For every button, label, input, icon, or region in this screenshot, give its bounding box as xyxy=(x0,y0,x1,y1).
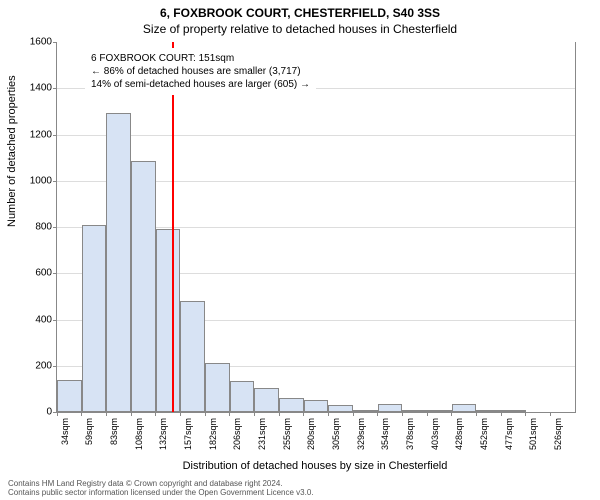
histogram-bar xyxy=(131,161,156,412)
xtick-mark xyxy=(279,412,280,416)
xtick-mark xyxy=(525,412,526,416)
histogram-bar xyxy=(353,410,378,412)
xtick-label: 157sqm xyxy=(183,418,193,450)
annotation-box: 6 FOXBROOK COURT: 151sqm ← 86% of detach… xyxy=(85,48,316,95)
plot-area: 6 FOXBROOK COURT: 151sqm ← 86% of detach… xyxy=(56,42,576,413)
xtick-label: 206sqm xyxy=(232,418,242,450)
histogram-bar xyxy=(82,225,107,412)
property-marker-line xyxy=(172,42,174,412)
xtick-label: 255sqm xyxy=(282,418,292,450)
annotation-line3: 14% of semi-detached houses are larger (… xyxy=(91,78,310,91)
xtick-label: 59sqm xyxy=(84,418,94,445)
xtick-mark xyxy=(131,412,132,416)
ytick-mark xyxy=(53,273,57,274)
xtick-mark xyxy=(180,412,181,416)
xtick-mark xyxy=(81,412,82,416)
annotation-line1: 6 FOXBROOK COURT: 151sqm xyxy=(91,52,310,65)
xtick-mark xyxy=(328,412,329,416)
histogram-bar xyxy=(106,113,131,412)
ytick-label: 1200 xyxy=(12,129,52,140)
histogram-bar xyxy=(304,400,329,412)
ytick-label: 400 xyxy=(12,314,52,325)
xtick-mark xyxy=(205,412,206,416)
ytick-label: 600 xyxy=(12,268,52,279)
xtick-label: 378sqm xyxy=(405,418,415,450)
ytick-mark xyxy=(53,42,57,43)
xtick-mark xyxy=(427,412,428,416)
x-axis-label: Distribution of detached houses by size … xyxy=(56,460,574,472)
xtick-label: 428sqm xyxy=(454,418,464,450)
xtick-label: 526sqm xyxy=(553,418,563,450)
annotation-line2: ← 86% of detached houses are smaller (3,… xyxy=(91,65,310,78)
chart-title-address: 6, FOXBROOK COURT, CHESTERFIELD, S40 3SS xyxy=(0,0,600,20)
xtick-mark xyxy=(155,412,156,416)
histogram-bar xyxy=(205,363,230,412)
ytick-label: 1000 xyxy=(12,175,52,186)
histogram-bar xyxy=(378,404,403,412)
histogram-bar xyxy=(254,388,279,412)
ytick-mark xyxy=(53,227,57,228)
histogram-bar xyxy=(156,229,181,412)
ytick-mark xyxy=(53,320,57,321)
xtick-mark xyxy=(476,412,477,416)
histogram-bar xyxy=(402,410,427,412)
xtick-label: 452sqm xyxy=(479,418,489,450)
histogram-bar xyxy=(427,410,452,412)
histogram-bar xyxy=(57,380,82,412)
xtick-label: 182sqm xyxy=(208,418,218,450)
xtick-label: 305sqm xyxy=(331,418,341,450)
ytick-mark xyxy=(53,181,57,182)
xtick-label: 477sqm xyxy=(504,418,514,450)
ytick-label: 1400 xyxy=(12,83,52,94)
ytick-label: 1600 xyxy=(12,37,52,48)
xtick-label: 108sqm xyxy=(134,418,144,450)
xtick-mark xyxy=(501,412,502,416)
histogram-bar xyxy=(501,410,526,412)
xtick-mark xyxy=(451,412,452,416)
xtick-mark xyxy=(106,412,107,416)
xtick-mark xyxy=(229,412,230,416)
xtick-mark xyxy=(353,412,354,416)
xtick-mark xyxy=(57,412,58,416)
ytick-label: 0 xyxy=(12,407,52,418)
histogram-bar xyxy=(476,410,501,412)
footer-line2: Contains public sector information licen… xyxy=(8,488,314,498)
ytick-label: 800 xyxy=(12,222,52,233)
xtick-label: 34sqm xyxy=(60,418,70,445)
xtick-mark xyxy=(377,412,378,416)
ytick-mark xyxy=(53,366,57,367)
histogram-bar xyxy=(328,405,353,412)
xtick-label: 501sqm xyxy=(528,418,538,450)
xtick-label: 403sqm xyxy=(430,418,440,450)
histogram-bar xyxy=(452,404,477,412)
histogram-bar xyxy=(180,301,205,412)
xtick-label: 354sqm xyxy=(380,418,390,450)
xtick-mark xyxy=(303,412,304,416)
footer-attribution: Contains HM Land Registry data © Crown c… xyxy=(8,479,314,498)
ytick-label: 200 xyxy=(12,360,52,371)
xtick-label: 83sqm xyxy=(109,418,119,445)
chart-subtitle: Size of property relative to detached ho… xyxy=(0,20,600,36)
histogram-bar xyxy=(279,398,304,412)
xtick-mark xyxy=(402,412,403,416)
ytick-mark xyxy=(53,88,57,89)
y-axis-label: Number of detached properties xyxy=(6,75,18,227)
ytick-mark xyxy=(53,135,57,136)
xtick-label: 231sqm xyxy=(257,418,267,450)
xtick-mark xyxy=(550,412,551,416)
footer-line1: Contains HM Land Registry data © Crown c… xyxy=(8,479,314,489)
gridline xyxy=(57,135,575,136)
histogram-bar xyxy=(230,381,255,412)
xtick-label: 280sqm xyxy=(306,418,316,450)
xtick-mark xyxy=(254,412,255,416)
xtick-label: 132sqm xyxy=(158,418,168,450)
xtick-label: 329sqm xyxy=(356,418,366,450)
